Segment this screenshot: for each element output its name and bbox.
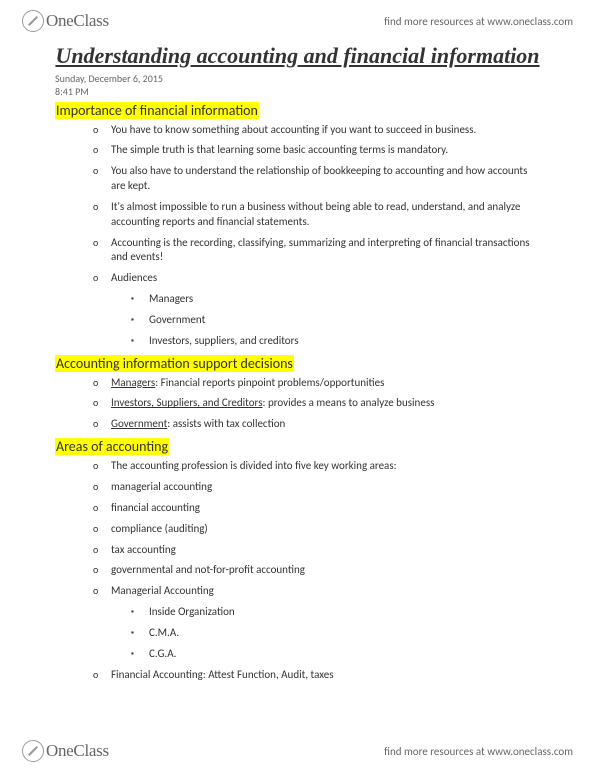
logo-icon: [22, 10, 44, 32]
section-heading: Areas of accounting: [55, 438, 540, 455]
bullet-list: The accounting profession is divided int…: [55, 459, 540, 682]
section-decisions: Accounting information support decisions…: [55, 355, 540, 433]
list-item: compliance (auditing): [111, 522, 540, 537]
list-item: Audiences Managers Government Investors,…: [111, 271, 540, 348]
list-item: Managerial Accounting Inside Organizatio…: [111, 584, 540, 661]
list-item: You also have to understand the relation…: [111, 164, 540, 194]
logo-icon: [22, 740, 44, 762]
bullet-list: Managers: Financial reports pinpoint pro…: [55, 376, 540, 433]
meta-date: Sunday, December 6, 2015: [55, 72, 540, 85]
document-content: Understanding accounting and financial i…: [0, 36, 595, 682]
brand-logo: OneClass: [22, 740, 109, 762]
page-header: OneClass find more resources at www.onec…: [0, 0, 595, 36]
list-item: C.G.A.: [149, 647, 540, 662]
list-item: Managers: [149, 292, 540, 307]
list-item: Investors, Suppliers, and Creditors: pro…: [111, 396, 540, 411]
list-item: It's almost impossible to run a business…: [111, 200, 540, 230]
section-areas: Areas of accounting The accounting profe…: [55, 438, 540, 682]
brand-name: OneClass: [46, 11, 109, 31]
bullet-list: You have to know something about account…: [55, 123, 540, 349]
list-item: The accounting profession is divided int…: [111, 459, 540, 474]
list-item: tax accounting: [111, 543, 540, 558]
section-heading: Accounting information support decisions: [55, 355, 540, 372]
header-tagline: find more resources at www.oneclass.com: [384, 15, 573, 28]
list-item: Managers: Financial reports pinpoint pro…: [111, 376, 540, 391]
list-item: Inside Organization: [149, 605, 540, 620]
meta-time: 8:41 PM: [55, 85, 540, 98]
list-item: Government: assists with tax collection: [111, 417, 540, 432]
list-item: Government: [149, 313, 540, 328]
brand-name: OneClass: [46, 741, 109, 761]
footer-tagline: find more resources at www.oneclass.com: [384, 745, 573, 758]
document-meta: Sunday, December 6, 2015 8:41 PM: [55, 72, 540, 98]
list-item: Accounting is the recording, classifying…: [111, 236, 540, 266]
list-item: The simple truth is that learning some b…: [111, 143, 540, 158]
section-heading: Importance of financial information: [55, 102, 540, 119]
page-footer: OneClass find more resources at www.onec…: [0, 740, 595, 762]
list-item: C.M.A.: [149, 626, 540, 641]
document-title: Understanding accounting and financial i…: [55, 42, 540, 70]
section-importance: Importance of financial information You …: [55, 102, 540, 349]
list-item: You have to know something about account…: [111, 123, 540, 138]
sub-list: Managers Government Investors, suppliers…: [111, 292, 540, 349]
brand-logo: OneClass: [22, 10, 109, 32]
list-item: Financial Accounting: Attest Function, A…: [111, 668, 540, 683]
list-item: Investors, suppliers, and creditors: [149, 334, 540, 349]
list-item: managerial accounting: [111, 480, 540, 495]
list-item: financial accounting: [111, 501, 540, 516]
list-item: governmental and not-for-profit accounti…: [111, 563, 540, 578]
sub-list: Inside Organization C.M.A. C.G.A.: [111, 605, 540, 662]
